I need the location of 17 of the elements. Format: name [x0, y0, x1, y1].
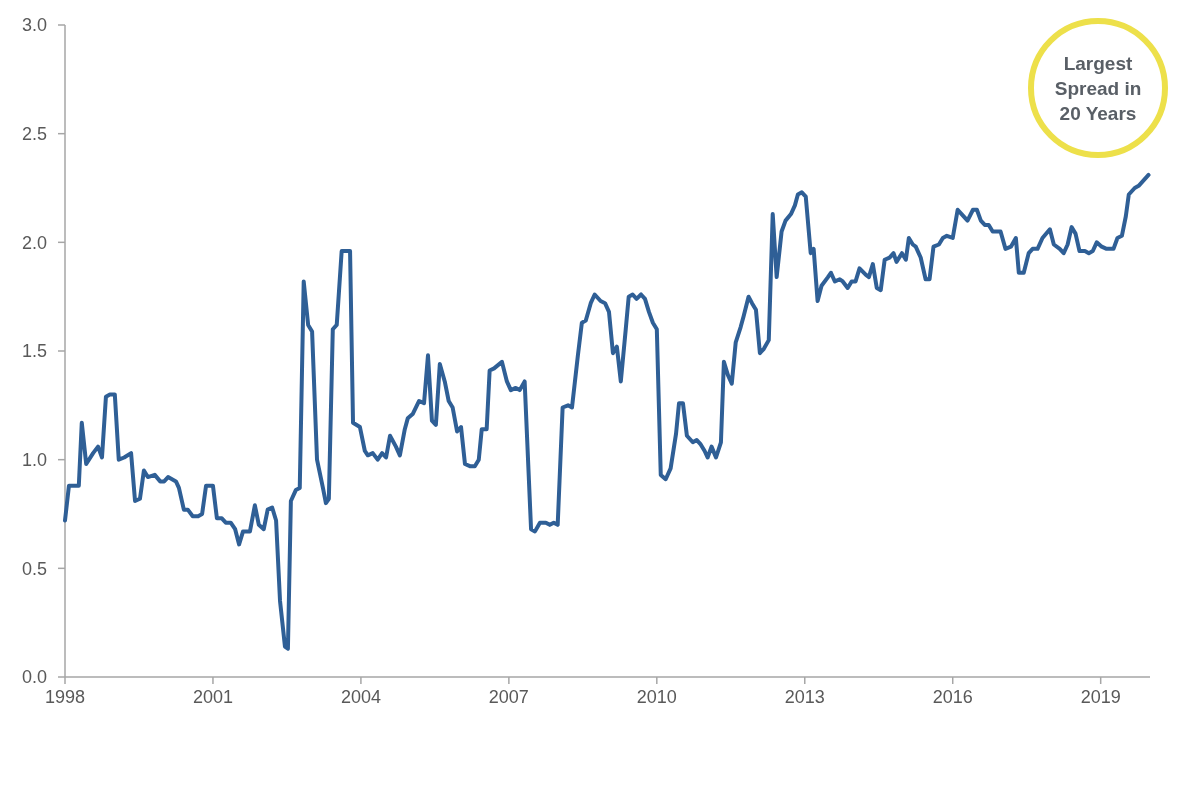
x-tick-label: 2010 — [636, 687, 677, 707]
x-tick-label: 2013 — [784, 687, 825, 707]
x-tick-label: 2007 — [488, 687, 529, 707]
x-tick-label: 1998 — [44, 687, 86, 707]
line-series — [63, 172, 1151, 651]
y-tick-label: 1.0 — [21, 449, 47, 470]
y-tick-label: 0.0 — [21, 667, 47, 688]
x-tick-label: 2004 — [340, 687, 381, 707]
y-tick-label: 2.0 — [21, 232, 47, 253]
annotation: Largest Spread in 20 Years — [1054, 52, 1142, 124]
y-tick-label: 2.5 — [21, 123, 47, 144]
x-tick-label: 2001 — [192, 687, 233, 707]
y-tick-label: 1.5 — [21, 341, 47, 362]
y-tick-label: 3.0 — [21, 15, 47, 36]
x-tick-label: 2016 — [932, 687, 973, 707]
y-tick-label: 0.5 — [21, 558, 47, 579]
x-tick-label: 2019 — [1080, 687, 1121, 707]
